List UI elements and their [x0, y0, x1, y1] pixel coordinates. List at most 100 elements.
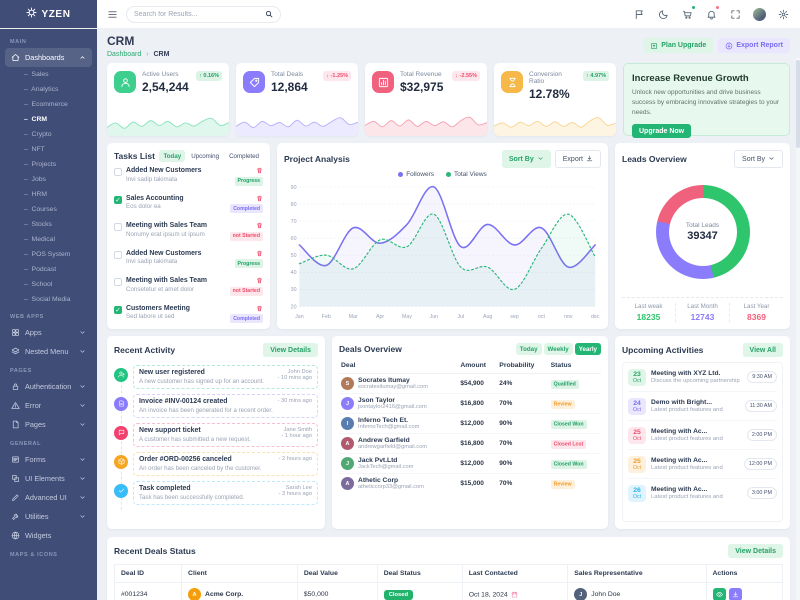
topbar-avatar-button[interactable]: [752, 7, 766, 21]
topbar-cart-button[interactable]: [680, 5, 696, 21]
plan-upgrade-button[interactable]: Plan Upgrade: [643, 38, 714, 53]
deals-tab-yearly[interactable]: Yearly: [574, 343, 601, 355]
table-row[interactable]: A Athetic Corp atheticcorp33@gmail.com $1…: [339, 474, 601, 494]
activity-item[interactable]: New support ticket A customer has submit…: [114, 422, 318, 447]
search-box[interactable]: [126, 5, 281, 23]
task-checkbox[interactable]: [114, 223, 122, 231]
sidebar-subitem-jobs[interactable]: – Jobs: [24, 176, 46, 183]
sidebar-subitem-crypto[interactable]: – Crypto: [24, 131, 52, 138]
view-deal-button[interactable]: [712, 588, 726, 600]
table-row[interactable]: #001234 A Acme Corp. $50,000 Closed Oct 1…: [113, 582, 784, 600]
sidebar-item-utilities[interactable]: Utilities: [5, 507, 92, 526]
task-checkbox[interactable]: ✓: [114, 195, 122, 204]
search-icon[interactable]: [265, 5, 273, 23]
sidebar-subitem-sales[interactable]: – Sales: [24, 71, 49, 78]
table-row[interactable]: A Andrew Garfield andrewgarfield@gmail.co…: [339, 433, 601, 454]
activity-item[interactable]: Task completed Task has been successfull…: [114, 480, 318, 505]
view-details-button[interactable]: View Details: [263, 343, 318, 357]
topbar-bell-button[interactable]: [704, 5, 720, 21]
topbar-gear-button[interactable]: [776, 7, 790, 21]
tasks-tab-today[interactable]: Today: [159, 150, 186, 162]
sidebar-subitem-hrm[interactable]: – HRM: [24, 191, 48, 198]
task-checkbox[interactable]: [114, 168, 122, 176]
sidebar-subitem-stocks[interactable]: – Stocks: [24, 221, 52, 228]
view-all-button[interactable]: View All: [742, 343, 783, 357]
upcoming-item[interactable]: 26 Oct Meeting with Ac... Latest product …: [628, 479, 777, 507]
delete-task-button[interactable]: [256, 195, 263, 202]
table-row[interactable]: J Jack Pvt.Ltd JackTech@gmail.com $12,000…: [339, 453, 601, 474]
delete-task-button[interactable]: [256, 277, 263, 284]
brand-logo[interactable]: YZEN: [0, 0, 97, 28]
sort-by-button[interactable]: Sort By: [501, 150, 551, 168]
export-report-button[interactable]: Export Report: [718, 38, 790, 53]
leads-sort-by-button[interactable]: Sort By: [734, 150, 783, 168]
delete-task-button[interactable]: [256, 167, 263, 174]
tasks-tab-completed[interactable]: Completed: [229, 152, 259, 160]
recent-deals-column-deal-status[interactable]: Deal Status: [376, 564, 463, 583]
sidebar-subitem-nft[interactable]: – NFT: [24, 146, 45, 153]
hamburger-menu-icon[interactable]: [107, 9, 118, 20]
deals-column-deal[interactable]: Deal: [339, 358, 459, 374]
sidebar-subitem-crm[interactable]: – CRM: [24, 116, 48, 123]
activity-item[interactable]: Invoice #INV-00124 created An invoice ha…: [114, 393, 318, 418]
topbar-flag-button[interactable]: [632, 7, 646, 21]
recent-deals-column-sales-representative[interactable]: Sales Representative: [567, 564, 707, 583]
delete-task-button[interactable]: [256, 250, 263, 257]
sidebar-subitem-medical[interactable]: – Medical: [24, 236, 55, 243]
sidebar-item-authentication[interactable]: Authentication: [5, 377, 92, 396]
upcoming-item[interactable]: 25 Oct Meeting with Ac... Latest product …: [628, 421, 777, 450]
sidebar-item-error[interactable]: Error: [5, 396, 92, 415]
hamburger-icon[interactable]: [107, 9, 118, 20]
sidebar-item-apps[interactable]: Apps: [5, 323, 92, 342]
topbar-expand-button[interactable]: [728, 7, 742, 21]
user-avatar[interactable]: [752, 7, 766, 21]
upgrade-now-button[interactable]: Upgrade Now: [632, 124, 692, 139]
topbar-moon-button[interactable]: [656, 7, 670, 21]
table-row[interactable]: S Socrates Itumay socratesitumay@gmail.co…: [339, 373, 601, 394]
recent-deals-view-details-button[interactable]: View Details: [728, 544, 783, 558]
upcoming-item[interactable]: 25 Oct Meeting with Ac... Latest product …: [628, 450, 777, 479]
recent-deals-column-deal-value[interactable]: Deal Value: [296, 564, 378, 583]
recent-deals-column-last-contacted[interactable]: Last Contacted: [461, 564, 569, 583]
sidebar-subitem-analytics[interactable]: – Analytics: [24, 86, 59, 93]
task-checkbox[interactable]: [114, 250, 122, 259]
table-row[interactable]: J Json Taylor jsontaylor2416@gmail.com $1…: [339, 393, 601, 414]
sidebar-item-ui-elements[interactable]: UI Elements: [5, 469, 92, 488]
sidebar-item-advanced-ui[interactable]: Advanced UI: [5, 488, 92, 507]
recent-deals-column-deal-id[interactable]: Deal ID: [113, 564, 183, 583]
table-row[interactable]: I Inferno Tech Et. InfernoTech@gmail.com …: [339, 413, 601, 434]
recent-deals-column-actions[interactable]: Actions: [705, 564, 784, 583]
sidebar-item-nested-menu[interactable]: Nested Menu: [5, 342, 92, 361]
delete-task-button[interactable]: [256, 222, 263, 229]
deals-tab-today[interactable]: Today: [515, 343, 542, 355]
legend-item-total-views[interactable]: Total Views: [446, 171, 487, 178]
activity-item[interactable]: New user registered A new customer has s…: [114, 364, 318, 389]
deals-column-probability[interactable]: Probability: [497, 358, 549, 374]
activity-item[interactable]: Order #ORD-00256 canceled An order has b…: [114, 451, 318, 476]
upcoming-item[interactable]: 24 Oct Demo with Bright... Latest product…: [628, 392, 777, 421]
search-icon[interactable]: [265, 10, 273, 18]
deals-column-status[interactable]: Status: [548, 358, 601, 374]
sidebar-subitem-courses[interactable]: – Courses: [24, 206, 57, 213]
sidebar-subitem-ecommerce[interactable]: – Ecommerce: [24, 101, 68, 108]
search-input[interactable]: [134, 10, 261, 18]
task-checkbox[interactable]: ✓: [114, 305, 122, 314]
delete-task-button[interactable]: [256, 305, 263, 312]
legend-item-followers[interactable]: Followers: [398, 171, 434, 178]
sidebar-subitem-podcast[interactable]: – Podcast: [24, 266, 57, 273]
sidebar-subitem-school[interactable]: – School: [24, 281, 53, 288]
sidebar-subitem-pos-system[interactable]: – POS System: [24, 251, 71, 258]
export-button[interactable]: Export: [554, 150, 601, 168]
upcoming-item[interactable]: 23 Oct Meeting with XYZ Ltd. Discuss the …: [628, 363, 777, 392]
task-checkbox[interactable]: [114, 278, 122, 286]
download-deal-button[interactable]: [728, 588, 742, 600]
sidebar-item-forms[interactable]: Forms: [5, 450, 92, 469]
scrollbar[interactable]: [796, 58, 800, 600]
sidebar-subitem-projects[interactable]: – Projects: [24, 161, 57, 168]
breadcrumb-dashboard[interactable]: Dashboard: [107, 51, 142, 58]
sidebar-subitem-social-media[interactable]: – Social Media: [24, 296, 71, 303]
sidebar-item-widgets[interactable]: Widgets: [5, 526, 92, 545]
scrollbar-thumb[interactable]: [796, 60, 800, 148]
deals-column-amount[interactable]: Amount: [458, 358, 498, 374]
tasks-tab-upcoming[interactable]: Upcoming: [191, 152, 220, 160]
